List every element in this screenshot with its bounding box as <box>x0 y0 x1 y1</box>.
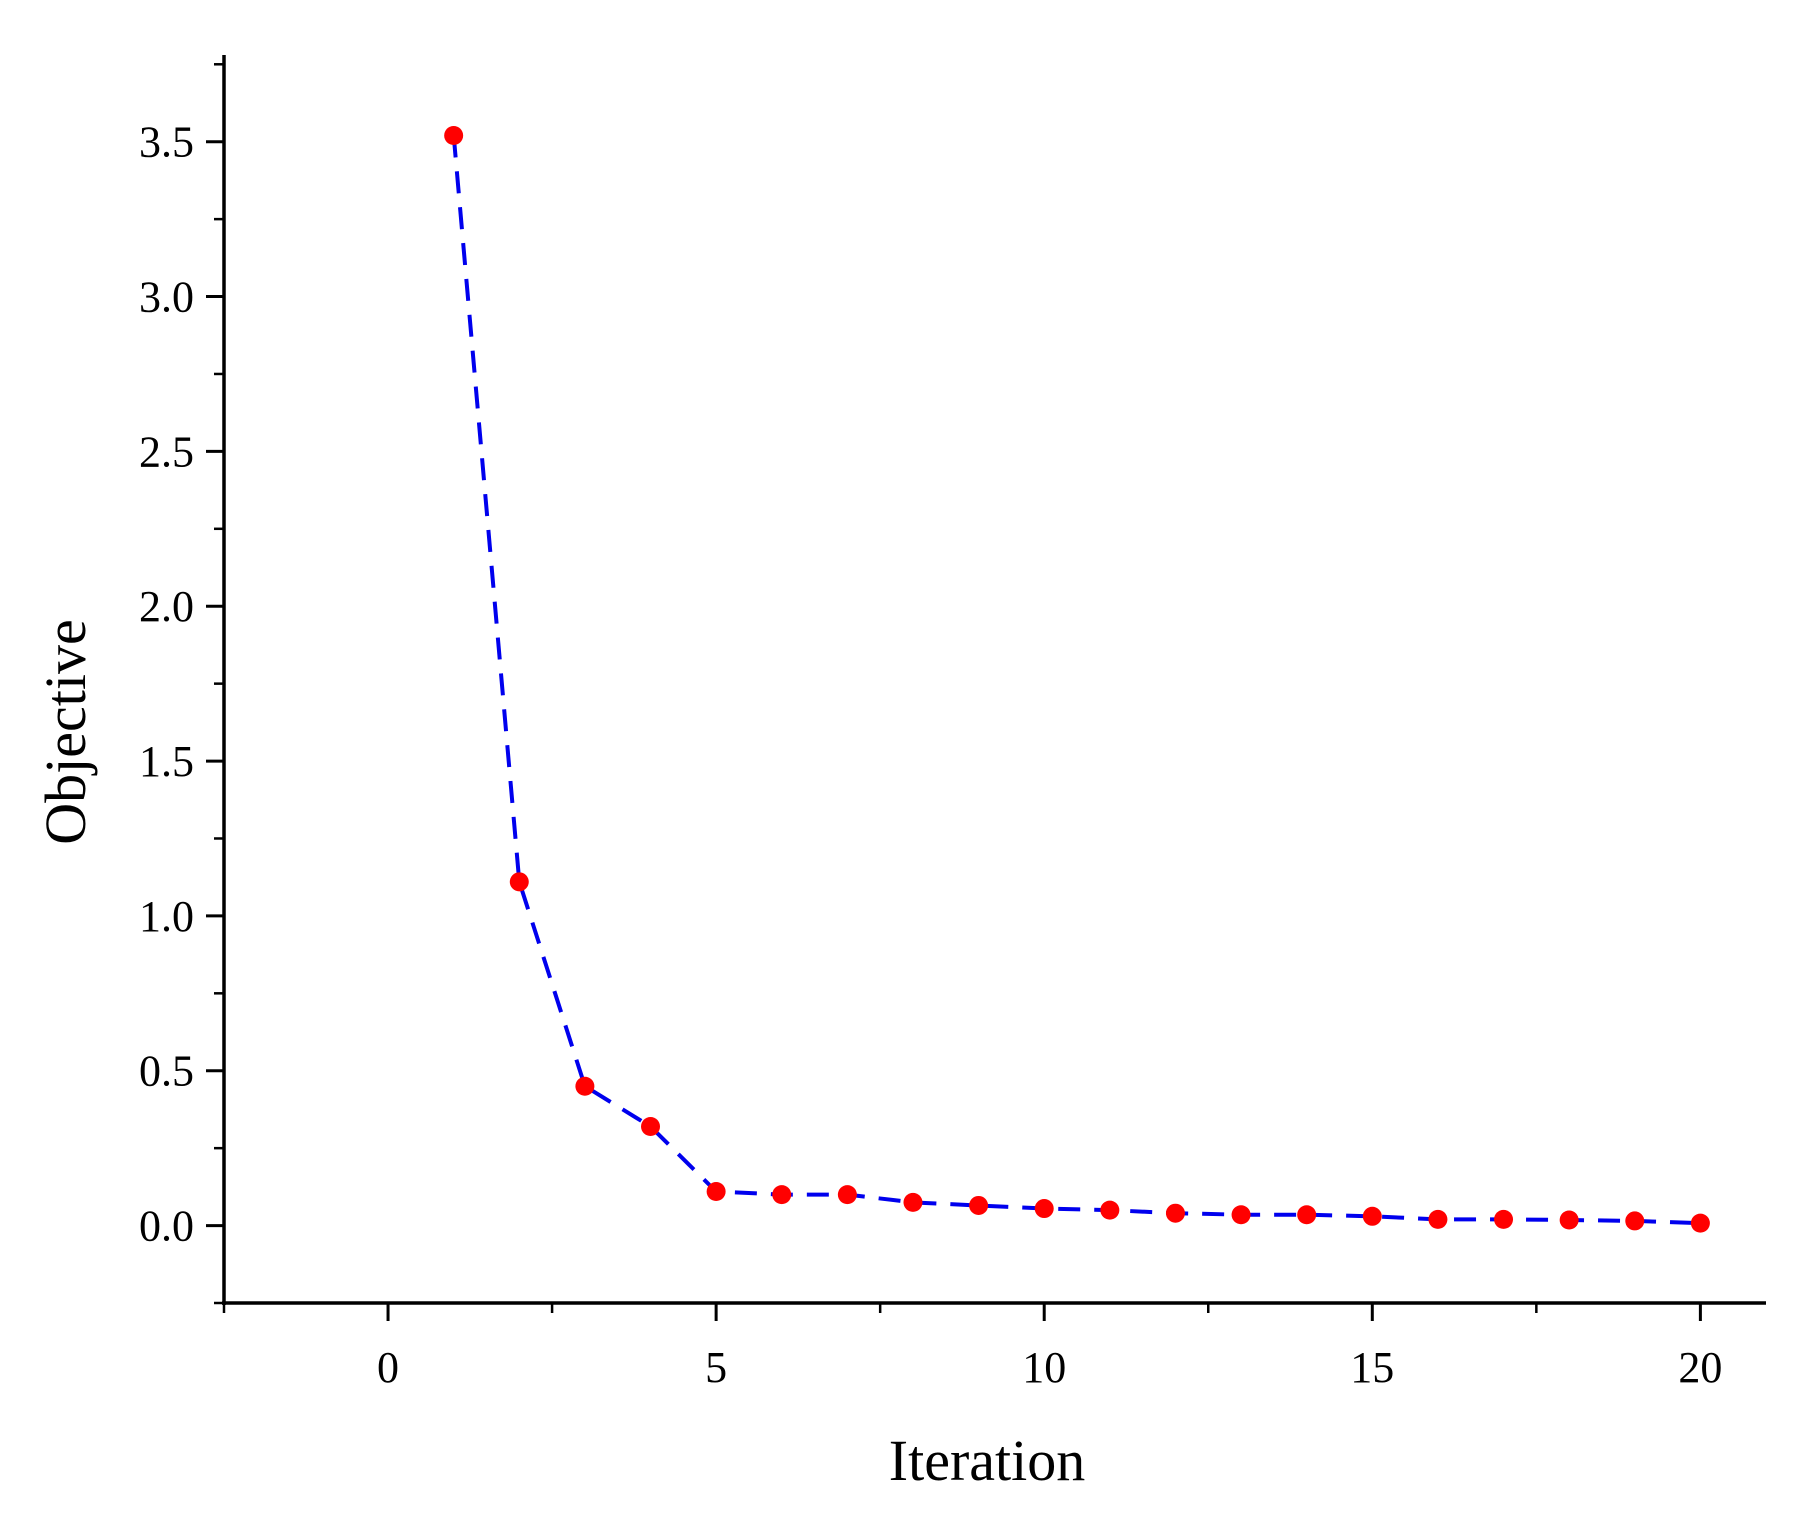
y-tick-label: 0.5 <box>139 1047 194 1096</box>
y-tick-label: 2.5 <box>139 427 194 476</box>
data-point <box>969 1195 989 1215</box>
data-point <box>706 1182 726 1202</box>
y-tick-label: 1.0 <box>139 892 194 941</box>
series-line <box>451 135 1701 1226</box>
x-tick-label: 10 <box>1022 1343 1066 1392</box>
y-tick-label: 3.0 <box>139 273 194 322</box>
data-point <box>509 872 529 892</box>
y-axis-title: Objective <box>33 619 98 844</box>
x-axis-title: Iteration <box>889 1428 1085 1493</box>
data-point <box>1100 1200 1120 1220</box>
data-point <box>903 1192 923 1212</box>
y-tick-label: 1.5 <box>139 737 194 786</box>
x-tick-label: 5 <box>705 1343 727 1392</box>
data-point <box>1034 1199 1054 1219</box>
axes: 0.0 0.5 1.0 1.5 2.0 2.5 3.0 3.5 0 5 10 15 20 <box>139 55 1766 1392</box>
data-point <box>1690 1213 1710 1233</box>
series-layer <box>444 126 1710 1233</box>
data-point <box>772 1185 792 1205</box>
data-point <box>1362 1206 1382 1226</box>
y-tick-label: 2.0 <box>139 582 194 631</box>
y-tick-label: 0.0 <box>139 1202 194 1251</box>
x-tick-label: 20 <box>1678 1343 1722 1392</box>
data-point <box>1297 1205 1317 1225</box>
data-point <box>1559 1210 1579 1230</box>
data-point <box>1625 1211 1645 1231</box>
data-point <box>444 126 464 146</box>
data-point <box>837 1185 857 1205</box>
data-point <box>1165 1203 1185 1223</box>
x-tick-label: 0 <box>377 1343 399 1392</box>
x-tick-label: 15 <box>1350 1343 1394 1392</box>
data-point <box>641 1116 661 1136</box>
data-point <box>1231 1205 1251 1225</box>
data-point <box>1428 1209 1448 1229</box>
data-point <box>1494 1209 1514 1229</box>
data-point <box>575 1076 595 1096</box>
y-tick-label: 3.5 <box>139 118 194 167</box>
